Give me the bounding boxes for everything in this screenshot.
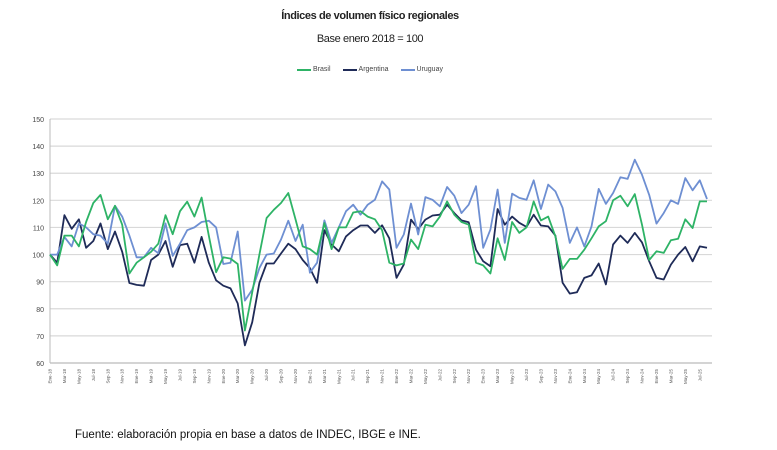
x-tick-label: Jul-21 bbox=[351, 369, 356, 382]
legend: Brasil Argentina Uruguay bbox=[0, 66, 740, 73]
y-tick-label: 60 bbox=[36, 361, 44, 368]
source-note: Fuente: elaboración propia en base a dat… bbox=[75, 429, 421, 441]
x-tick-label: Mar-19 bbox=[149, 369, 154, 384]
x-tick-label: May-23 bbox=[510, 369, 515, 385]
x-tick-label: Ene-20 bbox=[221, 369, 226, 384]
x-tick-label: Nov-19 bbox=[206, 369, 211, 384]
x-tick-label: Jul-24 bbox=[611, 369, 616, 382]
x-tick-label: May-20 bbox=[250, 369, 255, 385]
x-tick-label: Nov-23 bbox=[553, 369, 558, 384]
x-tick-label: Sep-22 bbox=[452, 369, 457, 384]
y-tick-label: 70 bbox=[36, 334, 44, 341]
y-tick-label: 120 bbox=[32, 198, 44, 205]
x-tick-label: Jul-20 bbox=[264, 369, 269, 382]
y-tick-label: 100 bbox=[32, 253, 44, 260]
x-tick-label: Sep-24 bbox=[625, 369, 630, 384]
legend-swatch-argentina bbox=[342, 68, 357, 71]
x-tick-label: Mar-22 bbox=[408, 369, 413, 384]
x-tick-label: Sep-23 bbox=[538, 369, 543, 384]
legend-label: Argentina bbox=[358, 66, 389, 73]
x-tick-label: May-22 bbox=[423, 369, 428, 385]
x-tick-label: Nov-24 bbox=[640, 369, 645, 384]
chart-subtitle: Base enero 2018 = 100 bbox=[316, 33, 424, 45]
series-line-uruguay bbox=[50, 158, 708, 302]
x-tick-label: May-18 bbox=[76, 369, 81, 385]
y-tick-label: 140 bbox=[32, 144, 44, 151]
x-tick-label: Ene-24 bbox=[567, 369, 572, 384]
x-tick-label: May-24 bbox=[596, 369, 601, 385]
x-tick-label: Sep-18 bbox=[105, 369, 110, 384]
y-tick-label: 90 bbox=[36, 280, 44, 287]
x-tick-label: Jul-18 bbox=[91, 369, 96, 382]
x-tick-label: Nov-21 bbox=[380, 369, 385, 384]
legend-label: Uruguay bbox=[416, 66, 443, 73]
x-tick-label: May-19 bbox=[163, 369, 168, 385]
legend-item-argentina: Argentina bbox=[342, 66, 389, 73]
x-tick-label: Mar-23 bbox=[495, 369, 500, 384]
x-tick-label: Jul-22 bbox=[437, 369, 442, 382]
x-tick-label: Ene-23 bbox=[481, 369, 486, 384]
x-tick-label: Mar-24 bbox=[582, 369, 587, 384]
legend-label: Brasil bbox=[313, 66, 331, 73]
x-tick-label: Nov-18 bbox=[120, 369, 125, 384]
x-tick-label: Mar-25 bbox=[668, 369, 673, 384]
legend-swatch-brasil bbox=[297, 68, 312, 71]
legend-item-uruguay: Uruguay bbox=[400, 66, 443, 73]
x-tick-label: Sep-19 bbox=[192, 369, 197, 384]
x-tick-label: Ene-21 bbox=[307, 369, 312, 384]
x-tick-label: Sep-20 bbox=[279, 369, 284, 384]
y-tick-label: 150 bbox=[32, 117, 44, 124]
x-tick-label: Ene-22 bbox=[394, 369, 399, 384]
x-tick-label: May-25 bbox=[683, 369, 688, 385]
x-tick-label: Sep-21 bbox=[365, 369, 370, 384]
series-line-argentina bbox=[49, 203, 708, 347]
x-tick-label: Mar-18 bbox=[62, 369, 67, 384]
legend-item-brasil: Brasil bbox=[297, 66, 331, 73]
y-tick-label: 130 bbox=[32, 171, 44, 178]
x-tick-label: Jul-19 bbox=[177, 369, 182, 382]
line-chart: 60 70 80 90 100 110 120 130 140 150 Ene-18 Mar-18 Ma… bbox=[32, 117, 712, 385]
y-tick-label: 110 bbox=[33, 225, 44, 232]
x-tick-label: Jul-25 bbox=[697, 369, 702, 382]
x-tick-label: May-21 bbox=[336, 369, 341, 385]
x-tick-label: Mar-20 bbox=[235, 369, 240, 384]
series-line-brasil bbox=[49, 192, 707, 332]
legend-swatch-uruguay bbox=[400, 68, 415, 71]
x-tick-label: Nov-20 bbox=[293, 369, 298, 384]
x-tick-label: Ene-19 bbox=[134, 369, 139, 384]
x-tick-label: Mar-21 bbox=[322, 369, 327, 384]
x-tick-label: Nov-22 bbox=[466, 369, 471, 384]
chart-title: Índices de volumen físico regionales bbox=[281, 10, 459, 22]
y-tick-label: 80 bbox=[36, 307, 44, 314]
x-tick-label: Ene-25 bbox=[654, 369, 659, 384]
x-tick-label: Jul-23 bbox=[524, 369, 529, 382]
x-tick-label: Ene-18 bbox=[48, 369, 53, 384]
